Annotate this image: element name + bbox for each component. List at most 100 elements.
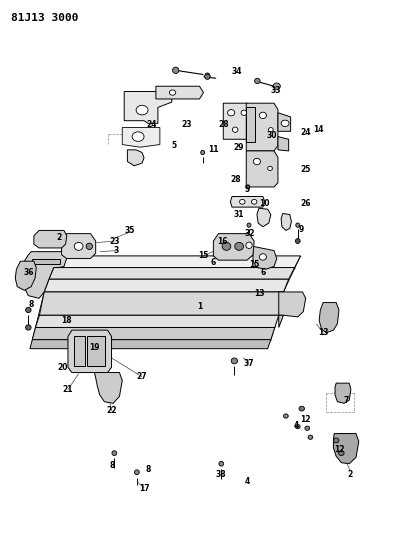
Text: 38: 38 [216, 470, 227, 479]
Text: 9: 9 [299, 225, 304, 234]
Ellipse shape [132, 132, 144, 141]
Ellipse shape [112, 451, 117, 456]
Text: 13: 13 [318, 328, 328, 337]
Polygon shape [49, 268, 294, 279]
Text: 27: 27 [137, 372, 147, 381]
Text: 7: 7 [344, 395, 349, 405]
Text: 11: 11 [208, 146, 219, 155]
Ellipse shape [241, 110, 247, 115]
Text: 6: 6 [260, 268, 265, 277]
Text: 34: 34 [232, 67, 242, 76]
Text: 36: 36 [23, 268, 34, 277]
Polygon shape [319, 303, 339, 333]
Ellipse shape [253, 158, 261, 165]
Polygon shape [40, 292, 284, 316]
Polygon shape [124, 92, 172, 123]
Text: 17: 17 [139, 483, 149, 492]
Text: 26: 26 [300, 199, 311, 208]
Text: 12: 12 [334, 445, 344, 454]
Polygon shape [44, 279, 288, 292]
Text: 32: 32 [245, 229, 255, 238]
Polygon shape [24, 252, 67, 298]
Text: 10: 10 [260, 199, 270, 208]
Polygon shape [87, 336, 105, 366]
Ellipse shape [299, 406, 304, 411]
Polygon shape [279, 292, 306, 317]
Text: 4: 4 [294, 421, 299, 430]
Text: 21: 21 [63, 385, 73, 394]
Ellipse shape [259, 112, 267, 118]
Text: 24: 24 [300, 128, 311, 138]
Polygon shape [335, 383, 351, 403]
Text: 33: 33 [271, 86, 281, 95]
Polygon shape [156, 86, 203, 99]
Text: 13: 13 [254, 288, 264, 297]
Polygon shape [32, 259, 60, 264]
Polygon shape [30, 340, 271, 349]
Ellipse shape [134, 470, 139, 474]
Text: 20: 20 [57, 363, 68, 372]
Ellipse shape [26, 325, 31, 330]
Ellipse shape [339, 451, 344, 456]
Text: 1: 1 [197, 302, 202, 311]
Text: 14: 14 [313, 125, 324, 134]
Ellipse shape [295, 239, 300, 244]
Polygon shape [32, 327, 275, 340]
Ellipse shape [205, 73, 210, 78]
Text: 2: 2 [348, 470, 353, 479]
Ellipse shape [136, 106, 148, 115]
Text: 19: 19 [89, 343, 100, 352]
Ellipse shape [281, 120, 289, 126]
Text: 25: 25 [300, 166, 311, 174]
Text: 35: 35 [125, 226, 135, 235]
Polygon shape [246, 103, 278, 151]
Polygon shape [279, 316, 284, 327]
Text: 5: 5 [171, 141, 176, 150]
Text: 4: 4 [245, 477, 250, 486]
Text: 8: 8 [145, 465, 151, 473]
Text: 37: 37 [244, 359, 254, 367]
Polygon shape [278, 113, 290, 131]
Ellipse shape [251, 199, 257, 204]
Text: 31: 31 [233, 210, 243, 219]
Text: 23: 23 [182, 120, 192, 129]
Ellipse shape [246, 185, 250, 189]
Ellipse shape [269, 127, 273, 132]
Polygon shape [34, 230, 67, 248]
Text: 2: 2 [56, 233, 61, 242]
Ellipse shape [170, 90, 176, 95]
Polygon shape [230, 197, 265, 207]
Ellipse shape [308, 435, 313, 439]
Ellipse shape [222, 243, 231, 251]
Text: 29: 29 [233, 143, 243, 152]
Ellipse shape [239, 199, 245, 204]
Ellipse shape [296, 223, 300, 227]
Polygon shape [257, 208, 271, 227]
Ellipse shape [26, 308, 31, 313]
Ellipse shape [246, 242, 252, 248]
Ellipse shape [74, 243, 83, 251]
Polygon shape [36, 316, 279, 327]
Polygon shape [213, 233, 254, 260]
Ellipse shape [247, 223, 251, 227]
Text: 16: 16 [217, 237, 228, 246]
Text: 28: 28 [231, 174, 241, 183]
Text: 28: 28 [219, 120, 229, 129]
Ellipse shape [232, 127, 238, 132]
Polygon shape [15, 261, 36, 290]
Text: 22: 22 [106, 406, 117, 415]
Polygon shape [54, 256, 300, 268]
Ellipse shape [334, 438, 339, 443]
Text: 12: 12 [300, 415, 311, 424]
Ellipse shape [268, 166, 273, 171]
Ellipse shape [259, 254, 267, 260]
Polygon shape [253, 246, 277, 269]
Text: 15: 15 [198, 252, 209, 261]
Ellipse shape [219, 462, 224, 466]
Polygon shape [68, 330, 112, 373]
Ellipse shape [295, 424, 300, 429]
Text: 24: 24 [146, 120, 156, 129]
Ellipse shape [205, 74, 210, 79]
Ellipse shape [255, 78, 260, 84]
Polygon shape [61, 233, 96, 259]
